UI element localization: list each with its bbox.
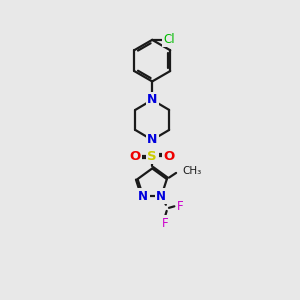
Text: F: F [177, 200, 184, 213]
Text: O: O [130, 150, 141, 163]
Text: O: O [164, 150, 175, 163]
Text: F: F [162, 217, 168, 230]
Text: N: N [156, 190, 166, 203]
Text: N: N [138, 190, 148, 203]
Text: N: N [147, 93, 158, 106]
Text: S: S [147, 150, 157, 163]
Text: N: N [147, 134, 158, 146]
Text: CH₃: CH₃ [182, 166, 202, 176]
Text: Cl: Cl [163, 33, 175, 46]
